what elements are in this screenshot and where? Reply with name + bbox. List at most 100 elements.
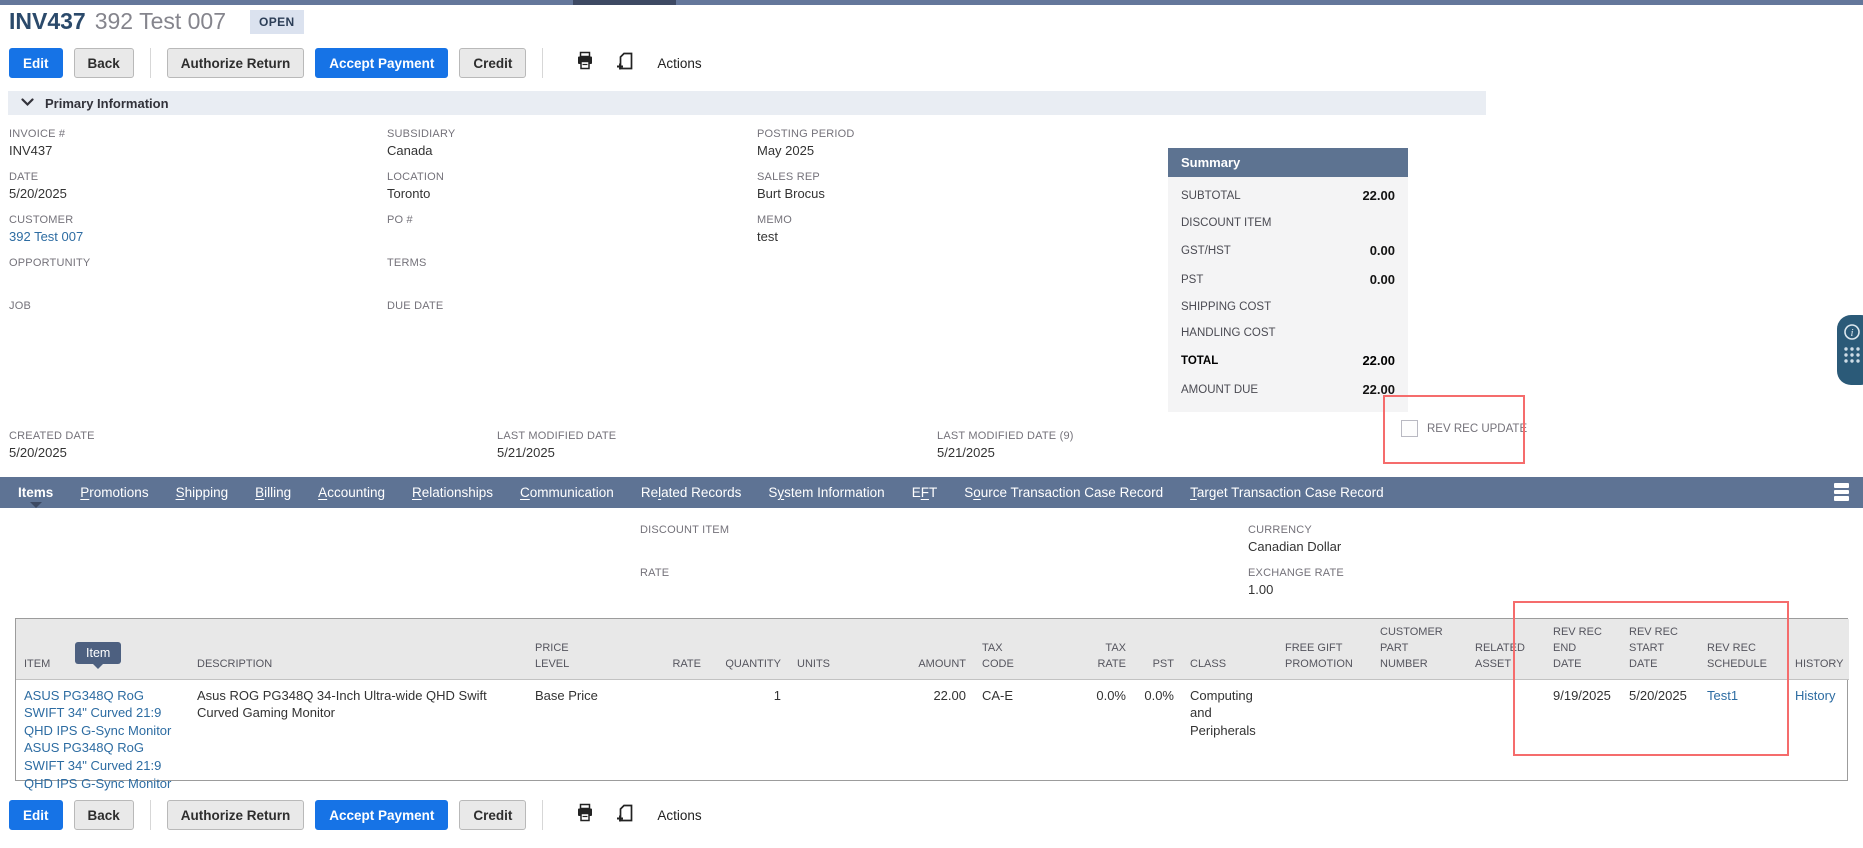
392-test-007-link[interactable]: 392 Test 007 [9, 229, 84, 244]
column-header-tax-rate: TAX RATE [1054, 619, 1134, 680]
items-detail-right: CURRENCY Canadian Dollar EXCHANGE RATE 1… [1248, 524, 1344, 610]
field-value: Canada [387, 143, 433, 158]
field-label: LOCATION [387, 171, 445, 183]
field-sales-rep: SALES REP Burt Brocus [757, 171, 855, 214]
free-gift-promotion-cell [1277, 679, 1372, 799]
summary-row-pst: PST 0.00 [1168, 265, 1408, 294]
tab-source-transaction-case-record[interactable]: Source Transaction Case Record [964, 485, 1164, 500]
summary-title: Summary [1168, 148, 1408, 177]
item-row: ASUS PG348Q RoG SWIFT 34" Curved 21:9 QH… [16, 679, 1849, 799]
top-nav-strip-highlight [573, 0, 676, 5]
tab-system-information[interactable]: System Information [768, 485, 885, 500]
field-label: POSTING PERIOD [757, 128, 855, 140]
tab-shipping[interactable]: Shipping [175, 485, 229, 500]
edit-button[interactable]: Edit [9, 48, 63, 78]
rev-rec-schedule-link[interactable]: Test1 [1707, 687, 1739, 703]
history-link[interactable]: History [1795, 687, 1836, 703]
field-value: 5/21/2025 [937, 445, 995, 460]
primary-info-column-1: INVOICE # INV437 DATE 5/20/2025 CUSTOMER 392 … [9, 128, 90, 343]
column-header-pst: PST [1134, 619, 1182, 680]
edit-button[interactable]: Edit [9, 800, 63, 830]
tab-billing[interactable]: Billing [255, 485, 292, 500]
top-nav-strip [0, 0, 1863, 5]
page-title: INV437 392 Test 007 OPEN [9, 8, 304, 35]
accept-payment-button[interactable]: Accept Payment [315, 800, 449, 830]
field-last-modified-date: LAST MODIFIED DATE 5/21/2025 [497, 430, 937, 473]
item-link[interactable]: ASUS PG348Q RoG SWIFT 34" Curved 21:9 QH… [24, 687, 172, 791]
credit-button[interactable]: Credit [459, 800, 527, 830]
side-info-widget[interactable]: i [1837, 315, 1863, 385]
pst-cell: 0.0% [1144, 687, 1174, 703]
field-created-date: CREATED DATE 5/20/2025 [9, 430, 497, 473]
section-title: Primary Information [45, 95, 169, 111]
rev-rec-update-checkbox[interactable] [1401, 420, 1418, 437]
tab-eft[interactable]: EFT [911, 485, 938, 500]
tab-communication[interactable]: Communication [520, 485, 614, 500]
items-detail-left: DISCOUNT ITEM RATE [640, 524, 729, 610]
column-header-rev-rec-start-date: REV REC START DATE [1621, 619, 1699, 680]
column-header-related-asset: RELATED ASSET [1467, 619, 1545, 680]
field-job: JOB [9, 300, 90, 343]
items-table: ITEM DESCRIPTION PRICE LEVEL RATE QUANTITY UN… [15, 618, 1849, 791]
column-header-history: HISTORY [1787, 619, 1849, 680]
field-subsidiary: SUBSIDIARY Canada [387, 128, 455, 171]
field-posting-period: POSTING PERIOD May 2025 [757, 128, 855, 171]
summary-row-subtotal: SUBTOTAL 22.00 [1168, 181, 1408, 210]
printer-icon[interactable] [575, 803, 595, 828]
summary-row-shipping-cost: SHIPPING COST [1168, 294, 1408, 320]
field-date: DATE 5/20/2025 [9, 171, 90, 214]
credit-button[interactable]: Credit [459, 48, 527, 78]
field-label: CUSTOMER [9, 214, 74, 226]
item-link: ASUS PG348Q RoG SWIFT 34" Curved 21:9 QH… [16, 679, 189, 799]
new-page-plus-icon[interactable] [616, 51, 636, 76]
authorize-return-button[interactable]: Authorize Return [166, 800, 305, 830]
column-header-rev-rec-schedule: REV REC SCHEDULE [1699, 619, 1787, 680]
actions-menu[interactable]: Actions [657, 55, 702, 71]
printer-icon[interactable] [575, 51, 595, 76]
dots-grid-icon [1844, 347, 1860, 363]
field-due-date: DUE DATE [387, 300, 455, 343]
actions-menu[interactable]: Actions [657, 807, 702, 823]
tab-items[interactable]: Items [18, 485, 54, 508]
tab-relationships[interactable]: Relationships [411, 485, 494, 500]
field-label: SUBSIDIARY [387, 128, 456, 140]
field-label: DISCOUNT ITEM [640, 524, 730, 536]
summary-row-amount-due: AMOUNT DUE 22.00 [1168, 375, 1408, 404]
tab-related-records[interactable]: Related Records [640, 485, 742, 500]
description-cell: Asus ROG PG348Q 34-Inch Ultra-wide QHD S… [197, 687, 487, 721]
tab-target-transaction-case-record[interactable]: Target Transaction Case Record [1190, 485, 1384, 500]
summary-label: SUBTOTAL [1181, 189, 1241, 202]
tax-rate-cell: 0.0% [1096, 687, 1126, 703]
back-button[interactable]: Back [73, 48, 134, 78]
toolbar-divider [542, 800, 544, 830]
rev-rec-start-date-cell: 5/20/2025 [1629, 687, 1687, 703]
history-link: History [1787, 679, 1849, 799]
new-page-plus-icon[interactable] [616, 803, 636, 828]
related-asset-cell [1467, 679, 1545, 799]
summary-rows: SUBTOTAL 22.00 DISCOUNT ITEM GST/HST 0.00 PST… [1168, 177, 1408, 412]
summary-value: 22.00 [1362, 353, 1395, 368]
tab-promotions[interactable]: Promotions [80, 485, 149, 500]
field-label: CREATED DATE [9, 430, 95, 442]
tab-overflow-menu-icon[interactable] [1834, 483, 1849, 501]
column-header-rev-rec-end-date: REV REC END DATE [1545, 619, 1621, 680]
tab-accounting[interactable]: Accounting [318, 485, 385, 500]
summary-row-discount-item: DISCOUNT ITEM [1168, 210, 1408, 236]
field-label: OPPORTUNITY [9, 257, 91, 269]
toolbar-divider [149, 48, 151, 78]
field-label: CURRENCY [1248, 524, 1312, 536]
accept-payment-button[interactable]: Accept Payment [315, 48, 449, 78]
field-label: LAST MODIFIED DATE (9) [937, 430, 1074, 442]
field-label: INVOICE # [9, 128, 66, 140]
toolbar-bottom: Edit Back Authorize Return Accept Paymen… [9, 800, 702, 830]
item-column-tooltip: Item [75, 642, 122, 669]
field-opportunity: OPPORTUNITY [9, 257, 90, 300]
field-label: DUE DATE [387, 300, 444, 312]
field-discount-item: DISCOUNT ITEM [640, 524, 729, 567]
primary-information-header[interactable]: Primary Information [8, 91, 1486, 115]
field-value [387, 229, 455, 244]
price-level-cell: Base Price [535, 687, 598, 703]
back-button[interactable]: Back [73, 800, 134, 830]
authorize-return-button[interactable]: Authorize Return [166, 48, 305, 78]
